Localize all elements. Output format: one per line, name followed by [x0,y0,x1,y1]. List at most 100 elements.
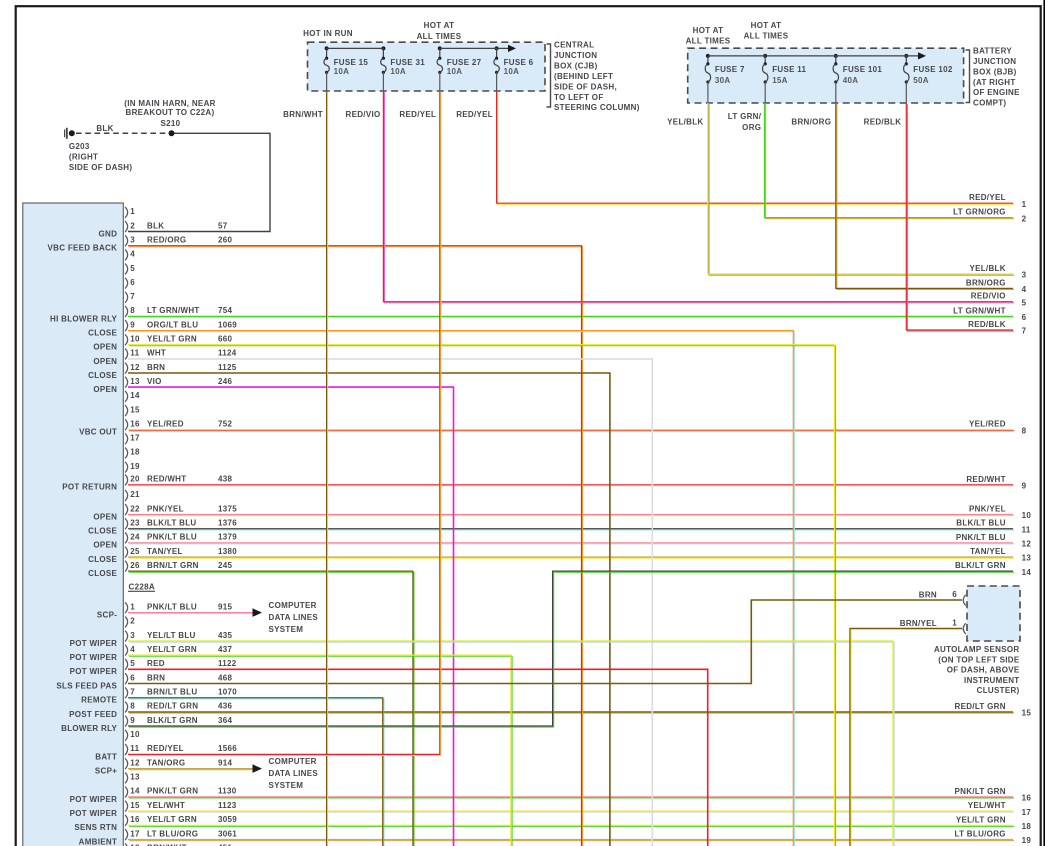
svg-text:24: 24 [130,533,140,542]
svg-text:(IN MAIN HARN, NEAR: (IN MAIN HARN, NEAR [124,99,215,108]
svg-text:RED/VIO: RED/VIO [971,292,1006,301]
svg-text:OPEN: OPEN [93,385,117,394]
svg-text:SENS RTN: SENS RTN [74,823,117,832]
svg-text:1566: 1566 [218,744,237,753]
svg-text:YEL/RED: YEL/RED [969,420,1006,429]
svg-text:YEL/LT GRN: YEL/LT GRN [956,815,1006,824]
svg-text:1: 1 [130,602,135,611]
svg-text:VIO: VIO [147,377,162,386]
svg-text:12: 12 [130,363,140,372]
svg-text:ORG/LT BLU: ORG/LT BLU [147,320,198,329]
svg-text:20: 20 [130,475,140,484]
svg-text:(RIGHT: (RIGHT [69,153,98,162]
svg-text:TO LEFT OF: TO LEFT OF [554,93,604,102]
svg-text:12: 12 [1022,540,1032,549]
svg-text:1: 1 [1022,200,1027,209]
svg-text:10: 10 [1022,511,1032,520]
svg-text:FUSE 101: FUSE 101 [843,65,883,74]
svg-text:660: 660 [218,335,232,344]
svg-text:HOT AT: HOT AT [693,26,724,35]
svg-text:COMPT): COMPT) [973,99,1006,108]
svg-text:14: 14 [1022,568,1032,577]
svg-text:OF ENGINE: OF ENGINE [973,88,1020,97]
svg-text:BLK/LT BLU: BLK/LT BLU [147,519,197,528]
svg-text:BRN/LT GRN: BRN/LT GRN [147,561,199,570]
svg-text:2: 2 [130,617,135,626]
svg-text:15: 15 [130,405,140,414]
svg-text:15: 15 [130,801,140,810]
svg-text:VBC FEED BACK: VBC FEED BACK [48,244,118,253]
svg-text:G203: G203 [69,142,90,151]
svg-text:15: 15 [1022,709,1032,718]
svg-text:2: 2 [1022,214,1027,223]
svg-text:POT WIPER: POT WIPER [70,639,118,648]
svg-text:RED/LT GRN: RED/LT GRN [955,702,1006,711]
svg-text:SIDE OF DASH,: SIDE OF DASH, [554,82,617,91]
svg-text:LT GRN/WHT: LT GRN/WHT [953,306,1006,315]
svg-text:19: 19 [1022,836,1032,845]
svg-text:22: 22 [130,504,140,513]
svg-text:BATT: BATT [95,752,117,761]
svg-text:WHT: WHT [147,349,166,358]
svg-text:BLK: BLK [96,124,113,133]
svg-text:SLS FEED PAS: SLS FEED PAS [56,681,117,690]
svg-text:14: 14 [130,391,140,400]
svg-text:YEL/LT GRN: YEL/LT GRN [147,645,197,654]
svg-text:1069: 1069 [218,320,237,329]
svg-text:BRN/WHT: BRN/WHT [283,110,323,119]
svg-text:RED/ORG: RED/ORG [147,236,186,245]
svg-text:7: 7 [130,688,135,697]
svg-text:TAN/YEL: TAN/YEL [147,547,183,556]
svg-text:1124: 1124 [218,349,237,358]
svg-text:RED/LT GRN: RED/LT GRN [147,702,198,711]
svg-text:FUSE 15: FUSE 15 [334,58,369,67]
svg-text:451: 451 [218,844,232,846]
svg-text:5: 5 [1022,298,1027,307]
svg-text:TAN/YEL: TAN/YEL [970,547,1006,556]
svg-text:3061: 3061 [218,829,237,838]
svg-text:RED/WHT: RED/WHT [966,475,1005,484]
svg-text:(ON TOP LEFT SIDE: (ON TOP LEFT SIDE [938,655,1020,664]
svg-text:914: 914 [218,758,232,767]
svg-text:POT WIPER: POT WIPER [70,809,118,818]
svg-text:16: 16 [130,419,140,428]
svg-text:FUSE 31: FUSE 31 [390,58,425,67]
svg-text:CLOSE: CLOSE [88,328,117,337]
svg-text:10A: 10A [447,67,463,76]
svg-text:16: 16 [130,815,140,824]
svg-text:18: 18 [130,448,140,457]
svg-text:CLOSE: CLOSE [88,569,117,578]
svg-text:468: 468 [218,673,232,682]
svg-text:3: 3 [130,631,135,640]
svg-text:436: 436 [218,702,232,711]
svg-text:HOT IN RUN: HOT IN RUN [303,29,353,38]
svg-text:CLOSE: CLOSE [88,555,117,564]
svg-text:CLUSTER): CLUSTER) [977,686,1020,695]
svg-text:8: 8 [130,306,135,315]
svg-text:PNK/LT BLU: PNK/LT BLU [956,533,1006,542]
svg-text:12: 12 [130,758,140,767]
svg-text:1122: 1122 [218,659,237,668]
svg-text:8: 8 [130,702,135,711]
svg-text:DATA LINES: DATA LINES [269,769,319,778]
svg-text:YEL/LT GRN: YEL/LT GRN [147,815,197,824]
svg-text:FUSE 6: FUSE 6 [504,58,534,67]
svg-text:RED/YEL: RED/YEL [456,110,493,119]
svg-text:GND: GND [99,229,118,238]
svg-text:3059: 3059 [218,815,237,824]
svg-text:SCP-: SCP- [97,611,117,620]
svg-text:260: 260 [218,236,232,245]
svg-text:14: 14 [130,787,140,796]
svg-text:RED/YEL: RED/YEL [147,744,184,753]
svg-text:FUSE 7: FUSE 7 [715,65,745,74]
svg-text:1375: 1375 [218,504,237,513]
svg-text:1: 1 [952,618,957,627]
svg-text:RED/YEL: RED/YEL [969,193,1006,202]
svg-text:1125: 1125 [218,363,237,372]
svg-text:POT WIPER: POT WIPER [70,667,118,676]
svg-text:(BEHIND LEFT: (BEHIND LEFT [554,72,613,81]
svg-text:AMBIENT: AMBIENT [79,837,118,846]
svg-text:BLK/LT BLU: BLK/LT BLU [956,519,1006,528]
svg-text:13: 13 [130,773,140,782]
svg-text:BRN: BRN [147,673,165,682]
